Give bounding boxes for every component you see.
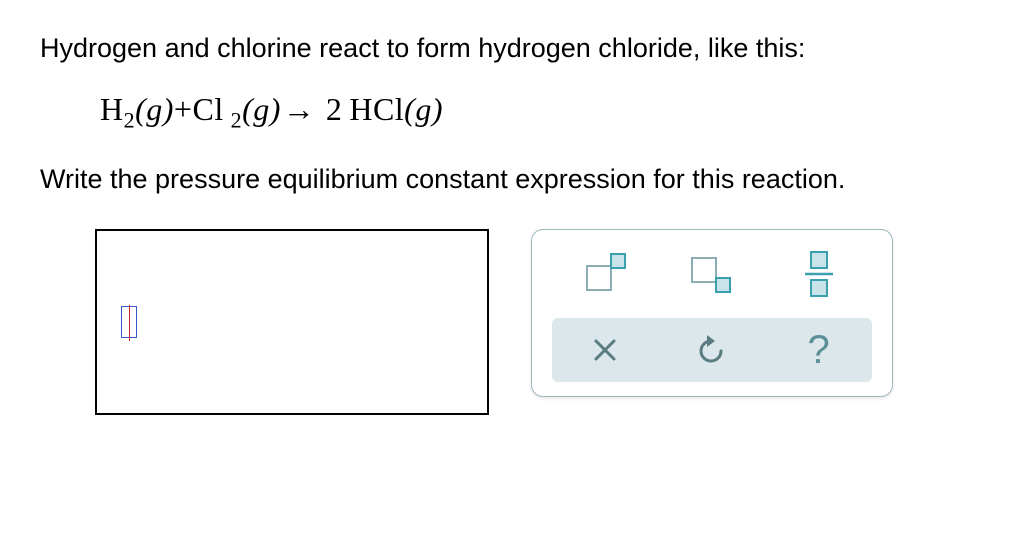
template-row [552, 246, 872, 302]
close-icon [592, 337, 618, 363]
answer-area: ? [95, 229, 982, 415]
undo-button[interactable] [672, 326, 752, 374]
chemical-equation: H2(g)+Cl 2(g)→ 2 HCl(g) [100, 91, 982, 133]
reaction-arrow: → [283, 91, 316, 128]
plus-sign: + [174, 91, 193, 127]
math-tool-panel: ? [531, 229, 893, 397]
reactant-1-subscript: 2 [124, 107, 136, 132]
undo-icon [697, 335, 727, 365]
reactant-2-base: Cl [192, 91, 223, 127]
clear-button[interactable] [565, 326, 645, 374]
reactant-1-base: H [100, 91, 124, 127]
answer-input[interactable] [95, 229, 489, 415]
reactant-2-subscript: 2 [231, 107, 243, 132]
reactant-2-state: (g) [242, 91, 281, 127]
product-state: (g) [404, 91, 443, 127]
fraction-icon [803, 250, 835, 298]
subscript-button[interactable] [682, 246, 742, 302]
action-row: ? [552, 318, 872, 382]
help-button[interactable]: ? [779, 326, 859, 374]
subscript-icon [688, 252, 736, 296]
input-cursor [121, 306, 137, 338]
fraction-button[interactable] [789, 246, 849, 302]
reactant-1-state: (g) [135, 91, 174, 127]
product-base: HCl [349, 91, 404, 127]
prompt-line-1: Hydrogen and chlorine react to form hydr… [40, 28, 982, 69]
superscript-icon [581, 252, 629, 296]
product-coefficient: 2 [326, 91, 343, 127]
prompt-line-2: Write the pressure equilibrium constant … [40, 159, 982, 200]
superscript-button[interactable] [575, 246, 635, 302]
